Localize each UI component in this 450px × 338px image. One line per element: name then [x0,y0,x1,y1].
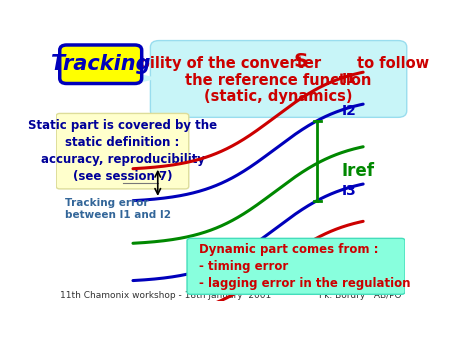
Text: Tracking error
between I1 and I2: Tracking error between I1 and I2 [65,198,171,220]
FancyBboxPatch shape [150,41,407,117]
Text: I2: I2 [342,104,357,118]
Polygon shape [128,71,159,85]
Text: the reference function: the reference function [185,73,372,88]
Text: Fk. Bordry   AB/PO: Fk. Bordry AB/PO [319,291,401,299]
Text: Tracking: Tracking [51,54,151,74]
FancyBboxPatch shape [56,114,189,189]
Text: Static part is covered by the
static definition :
accuracy, reproducibility
(see: Static part is covered by the static def… [28,119,217,183]
Text: I3: I3 [342,184,356,198]
Text: Dynamic part comes from :
- timing error
- lagging error in the regulation: Dynamic part comes from : - timing error… [199,243,411,290]
Text: S: S [294,52,309,71]
Text: 11th Chamonix workshop - 18th January  2001: 11th Chamonix workshop - 18th January 20… [60,291,271,299]
Text: Ability of the converter       to follow: Ability of the converter to follow [128,55,429,71]
FancyBboxPatch shape [187,238,405,294]
Text: (static, dynamics): (static, dynamics) [204,89,353,104]
Text: Iref: Iref [342,162,375,180]
Text: I1: I1 [342,72,357,86]
FancyBboxPatch shape [60,45,142,83]
